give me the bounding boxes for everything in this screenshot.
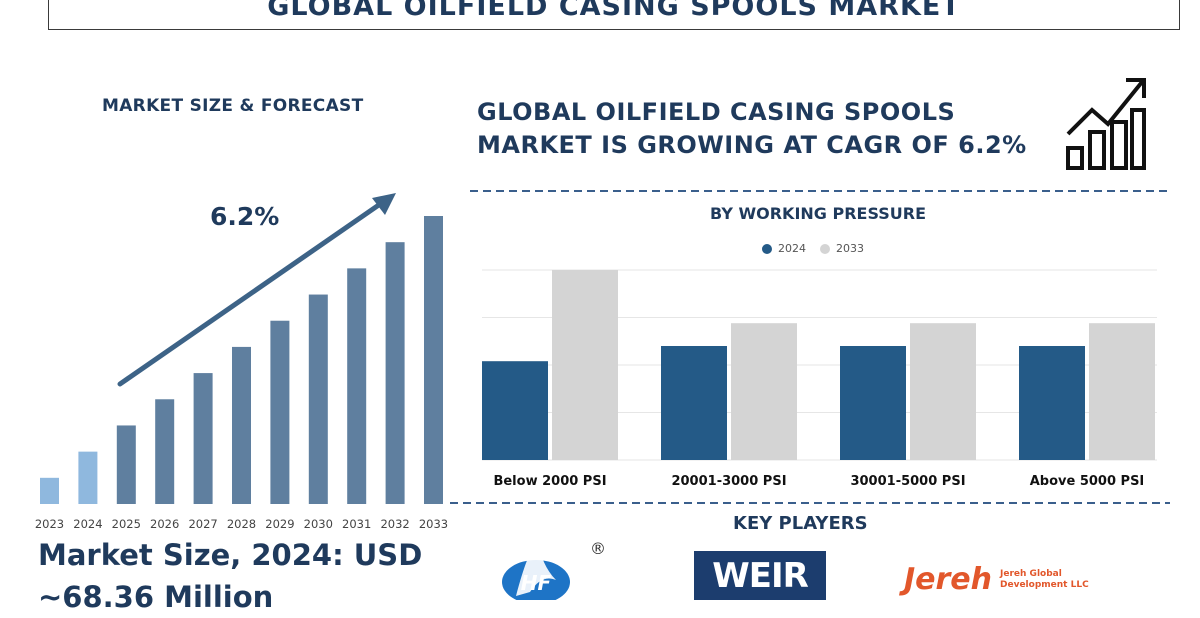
forecast-tick-2032: 2032 — [380, 517, 409, 531]
market-size-heading: MARKET SIZE & FORECAST — [102, 96, 364, 116]
forecast-tick-2027: 2027 — [188, 517, 217, 531]
forecast-bar-2025 — [116, 425, 136, 504]
pressure-category-label: Above 5000 PSI — [1030, 474, 1145, 489]
legend-item-2033: 2033 — [820, 242, 864, 255]
pressure-legend: 2024 2033 — [762, 242, 864, 255]
pressure-bar-2033-4 — [1089, 323, 1155, 460]
pressure-bar-2024-2 — [661, 346, 727, 460]
headline-line2: MARKET IS GROWING AT CAGR OF 6.2% — [477, 131, 1027, 159]
weir-logo: WEIR — [694, 551, 826, 600]
jereh-logo-text: Jereh — [904, 562, 993, 597]
key-players-title: KEY PLAYERS — [733, 513, 868, 534]
pressure-bar-2033-2 — [731, 323, 797, 460]
legend-item-2024: 2024 — [762, 242, 806, 255]
forecast-bar-2032 — [385, 242, 405, 504]
pressure-bar-chart: Below 2000 PSI 20001-3000 PSI 30001-5000 P… — [482, 269, 1157, 489]
growth-trend-arrow — [117, 197, 389, 387]
forecast-bar-2026 — [155, 399, 175, 504]
forecast-tick-2026: 2026 — [150, 517, 179, 531]
forecast-tick-2029: 2029 — [265, 517, 294, 531]
forecast-bar-chart: 2023 2024 2025 2026 2027 2028 2029 2030 2031 2032… — [35, 193, 448, 531]
hf-logo-text: HF — [521, 571, 552, 595]
forecast-bar-2024 — [78, 451, 98, 504]
pressure-bar-2033-1 — [552, 270, 618, 460]
growth-arrow-head — [372, 193, 396, 215]
market-size-line1: Market Size, 2024: USD — [38, 538, 423, 572]
market-size-line2: ~68.36 Million — [38, 580, 274, 614]
page-title: Global Oilfield Casing Spools Market — [267, 0, 961, 22]
jereh-subtitle-line2: Development LLC — [1000, 579, 1089, 590]
forecast-bar-2029 — [270, 320, 290, 504]
forecast-tick-2033: 2033 — [419, 517, 448, 531]
legend-swatch-2033 — [820, 243, 830, 254]
pressure-bar-2033-3 — [910, 323, 976, 460]
pressure-bar-2024-3 — [840, 346, 906, 460]
forecast-tick-2031: 2031 — [342, 517, 371, 531]
pressure-bar-2024-1 — [482, 361, 548, 460]
forecast-bar-2030 — [308, 294, 328, 504]
forecast-tick-2024: 2024 — [73, 517, 102, 531]
market-size-text: Market Size, 2024: USD ~68.36 Million — [38, 534, 458, 618]
forecast-bar-2033 — [424, 216, 443, 504]
legend-label-2033: 2033 — [836, 242, 864, 255]
forecast-tick-2023: 2023 — [35, 517, 64, 531]
forecast-bar-2027 — [193, 373, 213, 504]
forecast-tick-2025: 2025 — [112, 517, 141, 531]
jereh-logo: Jereh Jereh Global Development LLC — [904, 562, 1089, 597]
forecast-bar-2031 — [347, 268, 367, 504]
jereh-subtitle-line1: Jereh Global — [1000, 568, 1062, 579]
legend-swatch-2024 — [762, 243, 772, 254]
pressure-category-label: 20001-3000 PSI — [671, 474, 786, 489]
forecast-tick-2030: 2030 — [304, 517, 333, 531]
headline-line1: GLOBAL OILFIELD CASING SPOOLS — [477, 98, 956, 126]
forecast-bar-2028 — [232, 346, 251, 504]
forecast-tick-2028: 2028 — [227, 517, 256, 531]
pressure-category-label: 30001-5000 PSI — [850, 474, 965, 489]
legend-label-2024: 2024 — [778, 242, 806, 255]
weir-logo-text: WEIR — [712, 555, 809, 596]
forecast-bar-2023 — [40, 477, 59, 504]
registered-mark: ® — [590, 539, 606, 558]
pressure-chart-title: BY WORKING PRESSURE — [710, 204, 927, 223]
cagr-annotation: 6.2% — [210, 202, 280, 231]
growth-chart-icon — [1066, 78, 1146, 170]
pressure-bar-2024-4 — [1019, 346, 1085, 460]
title-banner: Global Oilfield Casing Spools Market — [48, 0, 1180, 30]
jereh-logo-subtitle: Jereh Global Development LLC — [1000, 569, 1089, 591]
hf-logo: HF ® — [500, 536, 610, 604]
pressure-category-label: Below 2000 PSI — [493, 474, 606, 489]
section-divider-bottom — [450, 502, 1170, 504]
cagr-headline: GLOBAL OILFIELD CASING SPOOLS MARKET IS … — [477, 96, 1057, 162]
